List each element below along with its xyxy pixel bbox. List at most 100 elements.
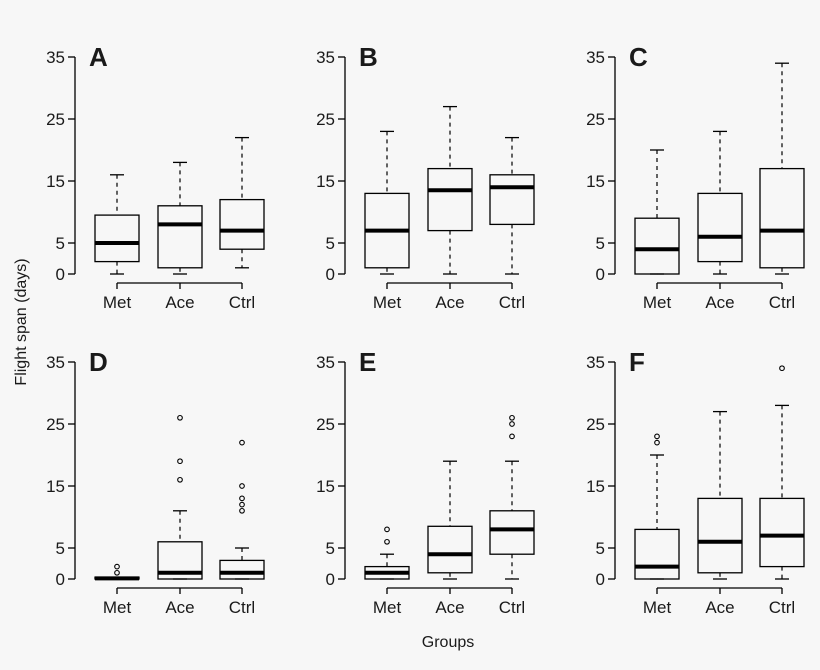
iqr-box	[94, 214, 140, 263]
x-category-label: Met	[373, 293, 402, 312]
x-category-label: Ace	[435, 598, 464, 617]
x-category-label: Ctrl	[769, 293, 795, 312]
y-axis-title: Flight span (days)	[13, 258, 30, 385]
x-category-label: Ace	[435, 293, 464, 312]
box-met	[364, 130, 410, 275]
box-ctrl	[489, 136, 535, 275]
outlier-point	[509, 433, 515, 440]
y-tick-label: 0	[56, 265, 65, 284]
outlier-point	[177, 458, 183, 465]
panel-a: A 0 5 15 25 35 Met Ace Ctrl	[46, 42, 265, 312]
iqr-box	[427, 167, 473, 232]
panel-c: C 0 5 15 25 35 Met Ace Ctrl	[586, 42, 805, 312]
y-tick-label: 15	[586, 477, 605, 496]
y-tick-label: 35	[586, 48, 605, 67]
outlier-point	[384, 526, 390, 533]
x-category-label: Ctrl	[499, 293, 525, 312]
x-category-label: Met	[643, 598, 672, 617]
box-ace	[697, 130, 743, 275]
y-tick-label: 15	[316, 477, 335, 496]
y-tick-label: 5	[326, 234, 335, 253]
iqr-box	[219, 559, 265, 580]
outlier-point	[509, 421, 515, 427]
panels-layer: A 0 5 15 25 35 Met Ace Ctrl B 0 5 15 25 35 Met Ace Ctrl C 0…	[46, 42, 805, 617]
panel-letter: C	[629, 42, 648, 72]
box-ace	[157, 414, 203, 580]
box-ace	[157, 161, 203, 275]
iqr-box	[697, 192, 743, 263]
outlier-point	[654, 439, 660, 446]
panel-letter: F	[629, 347, 645, 377]
box-ace	[697, 410, 743, 580]
y-tick-label: 5	[56, 539, 65, 558]
outlier-point	[177, 476, 183, 483]
iqr-box	[697, 497, 743, 574]
box-ctrl	[759, 62, 805, 275]
y-tick-label: 5	[596, 234, 605, 253]
y-tick-label: 25	[586, 415, 605, 434]
iqr-box	[157, 541, 203, 580]
panel-f: F 0 5 15 25 35 Met Ace Ctrl	[586, 347, 805, 617]
outlier-point	[114, 569, 120, 576]
outlier-point	[239, 501, 245, 508]
iqr-box	[759, 497, 805, 568]
x-category-label: Ace	[705, 293, 734, 312]
outlier-point	[177, 414, 183, 421]
y-tick-label: 35	[316, 48, 335, 67]
y-tick-label: 25	[316, 110, 335, 129]
y-tick-label: 5	[56, 234, 65, 253]
outlier-point	[239, 483, 245, 489]
y-tick-label: 15	[46, 477, 65, 496]
box-ctrl	[219, 439, 265, 580]
iqr-box	[489, 174, 535, 226]
x-category-label: Met	[643, 293, 672, 312]
y-tick-label: 5	[596, 539, 605, 558]
panel-letter: A	[89, 42, 108, 72]
box-met	[634, 149, 680, 275]
box-met	[94, 174, 140, 275]
y-tick-label: 0	[326, 570, 335, 589]
y-tick-label: 5	[326, 539, 335, 558]
outlier-point	[239, 507, 245, 514]
y-tick-label: 15	[316, 172, 335, 191]
outlier-point	[509, 414, 515, 421]
box-met	[94, 563, 140, 581]
box-met	[634, 433, 680, 580]
panel-b: B 0 5 15 25 35 Met Ace Ctrl	[316, 42, 535, 312]
y-tick-label: 35	[586, 353, 605, 372]
y-tick-label: 25	[46, 415, 65, 434]
iqr-box	[157, 205, 203, 269]
y-tick-label: 0	[596, 265, 605, 284]
y-tick-label: 25	[46, 110, 65, 129]
outlier-point	[114, 563, 120, 570]
y-tick-label: 15	[586, 172, 605, 191]
y-tick-label: 15	[46, 172, 65, 191]
box-ctrl	[489, 414, 535, 580]
x-category-label: Ace	[165, 598, 194, 617]
outlier-point	[239, 439, 245, 446]
box-ace	[427, 460, 473, 580]
iqr-box	[634, 528, 680, 580]
iqr-box	[219, 198, 265, 250]
x-category-label: Ctrl	[229, 598, 255, 617]
panel-d: D 0 5 15 25 35 Met Ace Ctrl	[46, 347, 265, 617]
outlier-point	[384, 538, 390, 545]
x-category-label: Ace	[705, 598, 734, 617]
x-category-label: Ace	[165, 293, 194, 312]
iqr-box	[489, 510, 535, 555]
panel-e: E 0 5 15 25 35 Met Ace Ctrl	[316, 347, 535, 617]
y-tick-label: 25	[586, 110, 605, 129]
x-axis-title: Groups	[422, 634, 474, 651]
y-tick-label: 0	[56, 570, 65, 589]
iqr-box	[634, 217, 680, 275]
box-ace	[427, 105, 473, 275]
y-tick-label: 0	[326, 265, 335, 284]
panel-letter: E	[359, 347, 376, 377]
outlier-point	[779, 365, 785, 372]
y-tick-label: 35	[46, 353, 65, 372]
panel-letter: B	[359, 42, 378, 72]
y-tick-label: 35	[316, 353, 335, 372]
outlier-point	[654, 433, 660, 440]
box-ctrl	[219, 136, 265, 269]
y-tick-label: 35	[46, 48, 65, 67]
